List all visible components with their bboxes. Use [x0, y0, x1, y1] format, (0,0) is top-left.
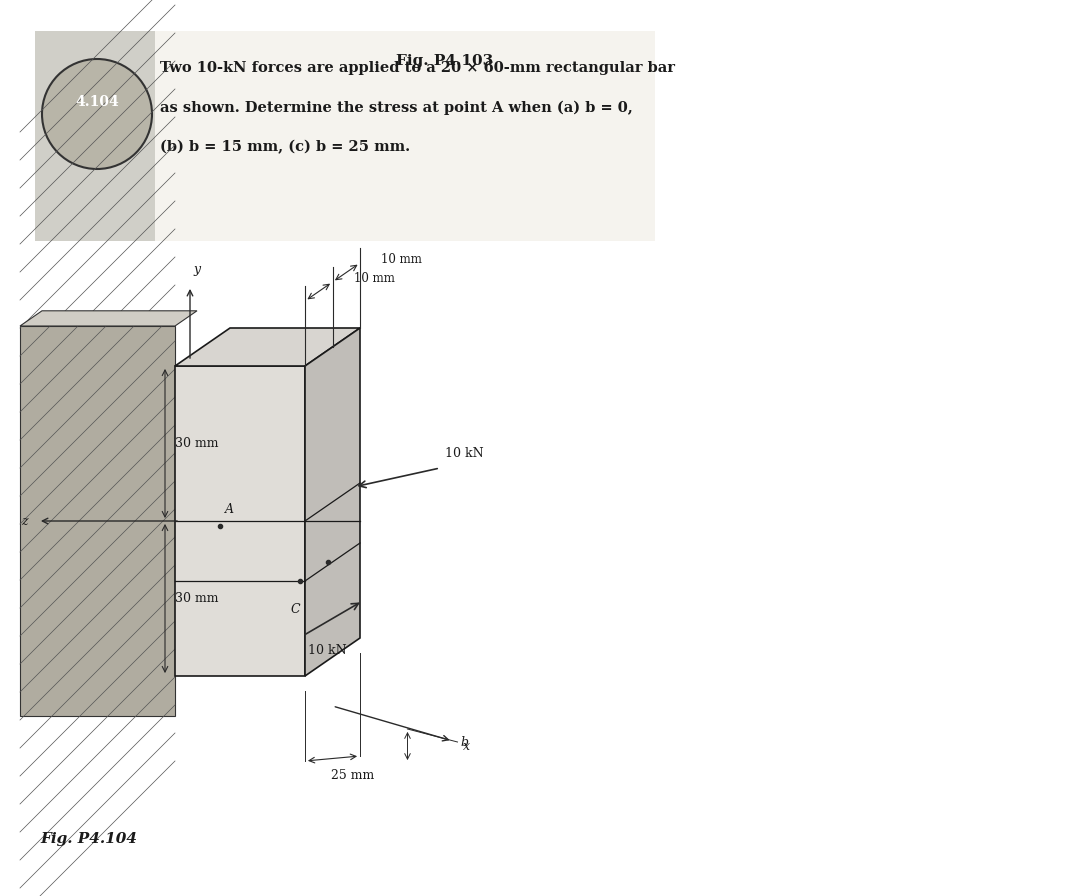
Text: 10 mm: 10 mm	[354, 271, 394, 285]
Text: 10 mm: 10 mm	[381, 253, 422, 265]
Text: Fig. P4.103: Fig. P4.103	[396, 54, 494, 68]
Polygon shape	[175, 328, 360, 366]
Polygon shape	[305, 328, 360, 676]
Text: 25 mm: 25 mm	[330, 769, 374, 782]
Text: C: C	[291, 603, 300, 616]
Text: 4.104: 4.104	[76, 95, 119, 109]
Text: Two 10-kN forces are applied to a 20 × 60-mm rectangular bar: Two 10-kN forces are applied to a 20 × 6…	[160, 61, 675, 75]
Text: (b) b = 15 mm, (c) b = 25 mm.: (b) b = 15 mm, (c) b = 25 mm.	[160, 140, 410, 154]
Text: y: y	[193, 263, 200, 276]
Text: A: A	[225, 503, 234, 516]
Text: b: b	[460, 736, 469, 748]
Text: z: z	[22, 514, 28, 528]
Text: 30 mm: 30 mm	[175, 592, 218, 605]
Circle shape	[42, 59, 152, 169]
FancyBboxPatch shape	[156, 31, 654, 241]
FancyBboxPatch shape	[35, 31, 654, 241]
Text: Fig. P4.104: Fig. P4.104	[40, 832, 137, 846]
Text: as shown. Determine the stress at point A when (a) b = 0,: as shown. Determine the stress at point …	[160, 101, 633, 116]
Text: 10 kN: 10 kN	[308, 644, 347, 657]
Text: x: x	[462, 739, 470, 753]
Text: 10 kN: 10 kN	[445, 447, 484, 460]
Polygon shape	[21, 311, 197, 326]
Polygon shape	[21, 326, 175, 716]
Polygon shape	[175, 366, 305, 676]
Text: 30 mm: 30 mm	[175, 437, 218, 450]
